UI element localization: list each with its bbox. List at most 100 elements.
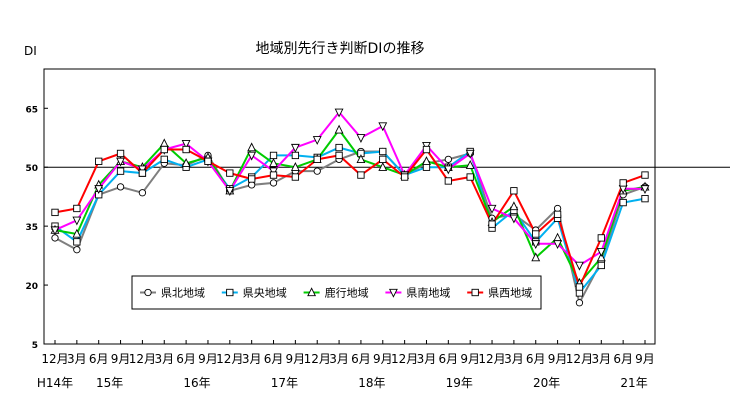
data-point-3: [443, 165, 453, 175]
year-label: 17年: [271, 376, 298, 390]
data-point-4: [138, 169, 147, 177]
x-tick-label: 12月: [304, 352, 331, 366]
x-tick-label: 3月: [329, 352, 349, 366]
data-point-2: [465, 160, 475, 169]
data-point-1: [619, 198, 627, 207]
data-point-4: [575, 283, 584, 291]
x-tick-label: 6月: [264, 352, 284, 366]
x-tick-label: 3月: [591, 352, 611, 366]
data-point-3: [116, 157, 125, 167]
data-point-4: [248, 175, 256, 183]
data-point-2: [378, 162, 388, 171]
x-tick-label: 9月: [111, 352, 131, 366]
data-point-2: [290, 162, 300, 171]
data-point-0: [116, 183, 125, 191]
data-point-3: [72, 216, 82, 226]
data-point-4: [291, 173, 300, 181]
data-point-1: [641, 194, 649, 203]
data-point-3: [575, 261, 584, 271]
x-tick-label: 3月: [417, 352, 437, 366]
data-point-4: [160, 145, 168, 154]
data-point-4: [444, 177, 452, 185]
x-tick-label: 6月: [89, 352, 109, 366]
year-label: 16年: [183, 376, 210, 390]
x-tick-label: 6月: [351, 352, 371, 366]
series-line-0: [54, 150, 646, 304]
data-point-3: [356, 134, 366, 143]
data-point-4: [182, 145, 190, 154]
legend-label: 県央地域: [243, 287, 287, 300]
data-point-4: [73, 204, 81, 213]
year-label: 15年: [96, 376, 123, 390]
x-tick-label: 6月: [439, 352, 459, 366]
data-point-3: [553, 240, 563, 250]
data-point-2: [509, 201, 519, 211]
data-point-1: [160, 155, 168, 164]
data-point-4: [400, 173, 409, 181]
x-tick-label: 12月: [566, 352, 593, 366]
year-label: 18年: [358, 376, 385, 390]
year-label: 21年: [620, 376, 647, 390]
legend-label: 県南地域: [406, 287, 450, 300]
data-point-2: [356, 154, 366, 164]
year-label: H14年: [37, 376, 73, 390]
data-point-0: [444, 155, 452, 164]
y-tick-label: 50: [25, 164, 38, 174]
data-point-3: [487, 204, 497, 214]
data-point-4: [466, 173, 474, 181]
series-line-4: [54, 148, 646, 288]
data-point-3: [247, 151, 257, 161]
legend-label: 県北地域: [161, 287, 205, 300]
chart-title: 地域別先行き判断DIの推移: [256, 41, 425, 57]
data-point-0: [313, 167, 321, 175]
data-point-3: [312, 136, 322, 145]
series-line-1: [54, 146, 646, 294]
data-point-1: [291, 151, 300, 160]
x-tick-label: 3月: [242, 352, 262, 366]
data-point-1: [116, 167, 125, 175]
x-tick-label: 3月: [504, 352, 524, 366]
data-point-3: [94, 185, 104, 195]
x-tick-label: 6月: [176, 352, 196, 366]
x-tick-label: 9月: [373, 352, 393, 366]
data-point-4: [51, 208, 59, 217]
data-point-0: [269, 179, 278, 187]
data-point-1: [335, 143, 343, 152]
data-point-4: [619, 179, 627, 187]
x-tick-label: 12月: [129, 352, 156, 366]
data-point-4: [357, 171, 365, 179]
data-point-4: [553, 210, 562, 219]
y-tick-label: 20: [25, 282, 38, 292]
data-point-1: [379, 147, 387, 156]
data-point-3: [465, 149, 475, 159]
series-line-3: [54, 111, 645, 267]
x-tick-label: 9月: [460, 352, 480, 366]
data-point-3: [640, 185, 650, 195]
x-tick-label: 3月: [154, 352, 174, 366]
data-point-2: [247, 142, 257, 152]
series-line-2: [54, 128, 646, 285]
data-point-4: [269, 171, 278, 179]
data-point-4: [379, 155, 387, 164]
x-tick-label: 12月: [41, 352, 68, 366]
legend-marker: [144, 288, 152, 297]
legend-marker: [307, 287, 317, 297]
data-point-4: [597, 234, 605, 242]
data-point-1: [422, 163, 431, 171]
data-point-1: [597, 261, 605, 270]
data-point-3: [181, 139, 191, 149]
x-tick-label: 6月: [613, 352, 633, 366]
data-point-2: [422, 156, 431, 165]
data-point-4: [488, 220, 496, 228]
data-point-3: [596, 248, 606, 257]
data-point-4: [510, 187, 518, 195]
data-point-4: [335, 151, 343, 160]
data-point-4: [95, 157, 103, 165]
data-point-3: [509, 214, 519, 224]
x-tick-label: 9月: [635, 352, 655, 366]
data-point-0: [51, 234, 59, 242]
y-tick-label: 35: [25, 223, 38, 233]
legend-label: 鹿行地域: [325, 286, 369, 300]
year-label: 19年: [446, 376, 473, 390]
